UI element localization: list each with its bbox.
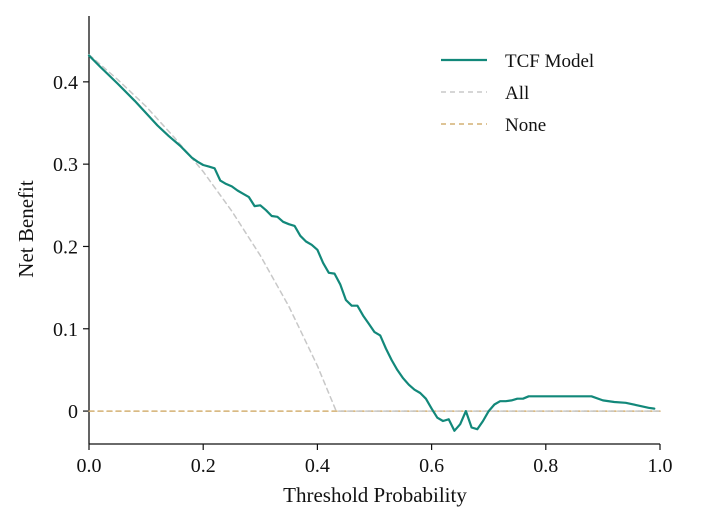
x-ticks: 0.0 0.2 0.4 0.6 0.8 1.0: [77, 444, 673, 477]
legend-label-none: None: [505, 115, 546, 136]
y-axis-title: Net Benefit: [14, 180, 38, 278]
decision-curve-chart: 0.0 0.2 0.4 0.6 0.8 1.0 0 0.1 0.2 0.3 0.4 Thresho…: [0, 0, 712, 529]
x-tick-label: 0.8: [533, 455, 558, 477]
y-tick-label: 0.3: [53, 154, 78, 176]
x-tick-label: 1.0: [648, 455, 673, 477]
series-layer: [89, 55, 660, 431]
y-tick-label: 0.1: [53, 319, 78, 341]
y-tick-label: 0.2: [53, 236, 78, 258]
legend-label-all: All: [505, 83, 529, 104]
x-tick-label: 0.4: [305, 455, 330, 477]
x-axis-title: Threshold Probability: [283, 483, 467, 507]
axes: [89, 16, 660, 444]
x-tick-label: 0.6: [419, 455, 444, 477]
series-line-tcf-model: [89, 56, 654, 431]
legend-label-tcf-model: TCF Model: [505, 51, 594, 72]
y-tick-label: 0.4: [53, 72, 78, 94]
series-line-all: [89, 55, 660, 411]
x-tick-label: 0.0: [77, 455, 102, 477]
legend: TCF Model All None: [441, 51, 594, 136]
y-ticks: 0 0.1 0.2 0.3 0.4: [53, 72, 89, 423]
y-tick-label: 0: [68, 401, 78, 423]
x-tick-label: 0.2: [191, 455, 216, 477]
